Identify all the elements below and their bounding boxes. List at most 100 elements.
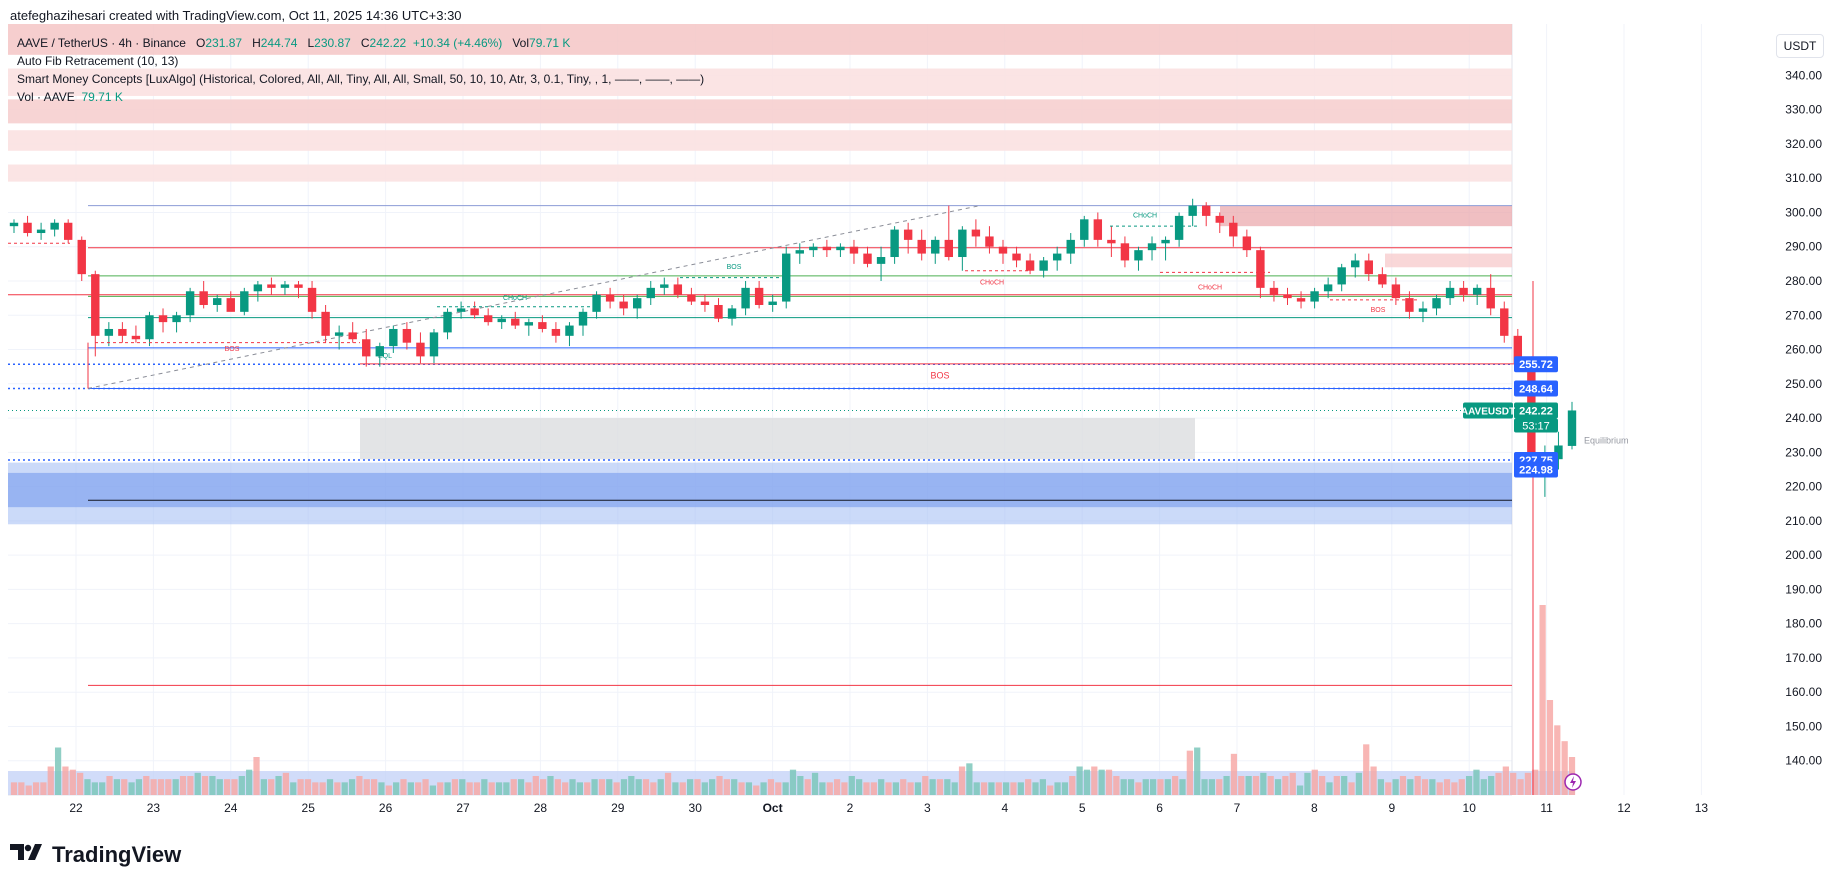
legend-ohlc-row[interactable]: AAVE / TetherUS · 4h · Binance O231.87 H… <box>17 34 704 52</box>
legend-indicator-smc[interactable]: Smart Money Concepts [LuxAlgo] (Historic… <box>17 72 705 86</box>
volume-bar <box>422 779 429 795</box>
candle-body <box>9 222 19 227</box>
volume-bar <box>1326 782 1333 795</box>
volume-bar <box>282 772 290 795</box>
volume-bar <box>1429 779 1436 795</box>
volume-bar <box>1201 779 1208 795</box>
volume-bar <box>900 779 907 795</box>
candle-body <box>741 287 750 309</box>
volume-bar <box>172 779 179 795</box>
volume-bar <box>1194 747 1201 795</box>
supply-zone <box>8 130 1512 151</box>
time-tick-label: 8 <box>1311 801 1318 815</box>
volume-bar <box>216 779 223 795</box>
tradingview-logo[interactable]: TradingView <box>10 842 181 868</box>
volume-bar <box>1135 782 1142 795</box>
candle-body <box>240 291 249 312</box>
price-tick-label: 160.00 <box>1785 685 1822 699</box>
candle-body <box>1283 294 1292 299</box>
candle-body <box>158 315 168 323</box>
volume-bar <box>1054 782 1061 795</box>
volume-bar <box>1488 776 1495 795</box>
symbol-tag[interactable] <box>1463 402 1513 419</box>
volume-bar <box>143 776 150 795</box>
candle-body <box>443 311 452 333</box>
time-tick-label: 11 <box>1540 801 1553 815</box>
candle-body <box>1093 219 1103 240</box>
candle-body <box>673 284 683 295</box>
volume-bar <box>753 785 760 795</box>
volume-bar <box>1230 753 1238 795</box>
volume-bar <box>613 782 620 795</box>
currency-selector[interactable]: USDT <box>1776 34 1824 58</box>
candle-body <box>131 335 141 340</box>
candle-body <box>402 328 412 343</box>
volume-bar <box>459 779 466 795</box>
volume-bar <box>1546 700 1554 795</box>
volume-bar <box>201 776 209 795</box>
candle-body <box>809 246 818 251</box>
volume-bar <box>1039 779 1046 795</box>
volume-bar <box>407 782 414 795</box>
candle-body <box>863 253 872 264</box>
volume-bar <box>1208 779 1216 795</box>
legend-low-label: L <box>307 36 315 50</box>
choch-label: CHoCH <box>980 279 1004 286</box>
candle-body <box>1472 287 1482 295</box>
candle-body <box>77 239 86 275</box>
volume-bar <box>290 782 297 795</box>
candle-body <box>849 246 859 254</box>
volume-bar <box>606 779 613 795</box>
legend-indicator-fib[interactable]: Auto Fib Retracement (10, 13) <box>17 54 179 68</box>
order-block-bear <box>1220 205 1512 227</box>
candle-body <box>456 308 466 312</box>
volume-bar <box>1164 779 1171 795</box>
volume-bar <box>1113 776 1120 795</box>
volume-bar <box>576 782 584 795</box>
candle-body <box>1567 410 1577 446</box>
volume-bar <box>657 779 664 795</box>
volume-bar <box>1407 779 1414 795</box>
volume-bar <box>1179 779 1186 795</box>
volume-bar <box>1157 779 1164 795</box>
bos-label: BOS <box>1371 307 1386 314</box>
candle-body <box>565 325 574 336</box>
volume-bar <box>1465 776 1473 795</box>
volume-bar <box>1473 769 1480 795</box>
candle-body <box>185 291 195 316</box>
candle-body <box>1161 239 1170 244</box>
candle-body <box>334 332 344 336</box>
candle-body <box>199 291 208 305</box>
volume-bar <box>157 779 165 795</box>
price-tag-text: 248.64 <box>1519 383 1554 395</box>
volume-bar <box>150 779 157 795</box>
volume-bar <box>517 779 525 795</box>
legend-indicator-vol[interactable]: Vol · AAVE 79.71 K <box>17 88 704 106</box>
price-tick-label: 240.00 <box>1785 411 1822 425</box>
volume-bar <box>672 782 679 795</box>
candle-body <box>1052 253 1062 261</box>
legend-symbol[interactable]: AAVE / TetherUS · 4h · Binance <box>17 36 186 50</box>
volume-bar <box>598 779 606 795</box>
volume-bar <box>1370 766 1377 795</box>
price-tags: 255.72248.64242.22227.75224.9853:17AAVEU… <box>1461 356 1582 791</box>
volume-bar <box>194 772 201 795</box>
volume-bar <box>187 776 194 795</box>
volume-bar <box>1069 776 1076 795</box>
volume-bar <box>1385 782 1392 795</box>
candle-body <box>1188 205 1197 216</box>
candle-body <box>1513 335 1523 364</box>
volume-bar <box>635 779 642 795</box>
volume-bar <box>819 782 826 795</box>
candle-body <box>727 308 737 319</box>
volume-bar <box>1524 772 1532 795</box>
volume-bar <box>106 776 113 795</box>
tradingview-logo-icon <box>10 842 46 868</box>
volume-bar <box>1289 772 1296 795</box>
candle-body <box>944 239 953 258</box>
volume-bar <box>1091 766 1098 795</box>
price-tick-label: 210.00 <box>1785 514 1822 528</box>
time-tick-label: 3 <box>924 801 931 815</box>
